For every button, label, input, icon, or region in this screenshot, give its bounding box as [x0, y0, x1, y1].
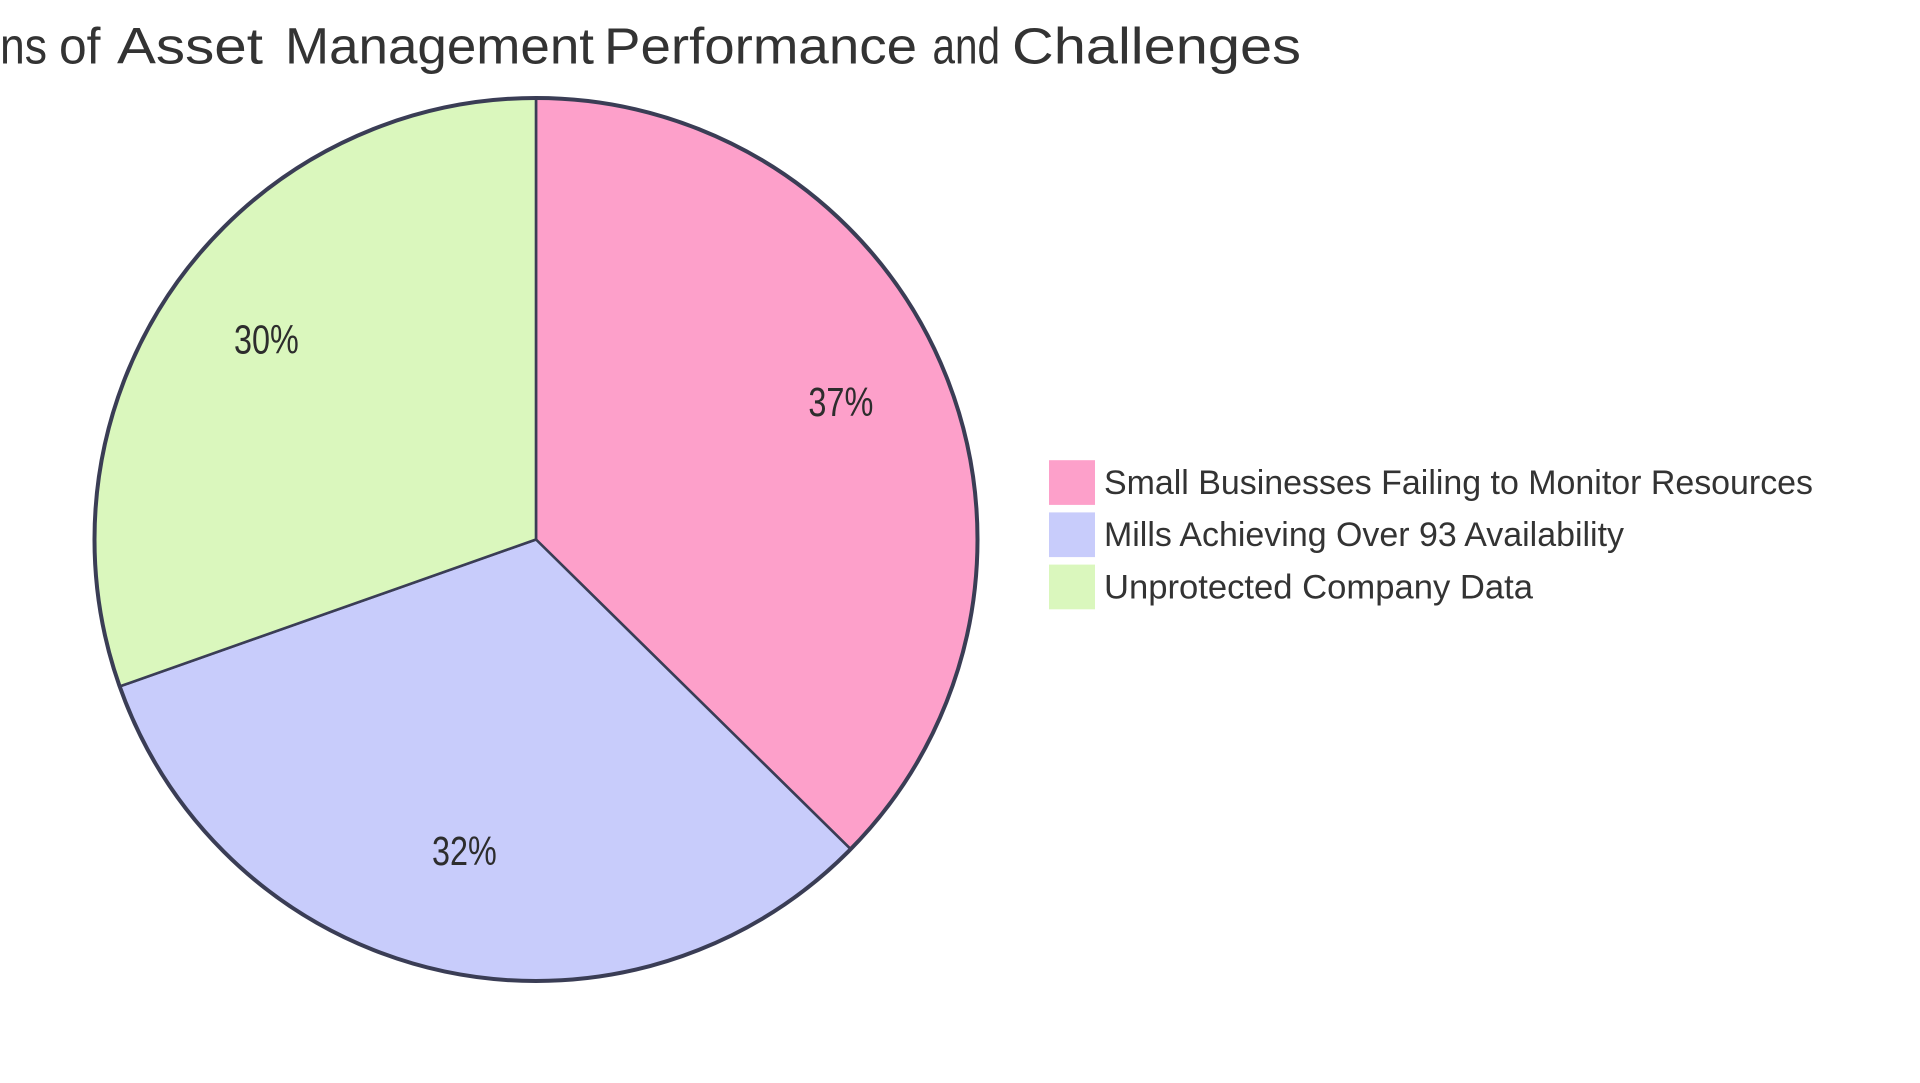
- svg-text:Asset: Asset: [117, 18, 263, 75]
- svg-text:Unprotected Company Data: Unprotected Company Data: [1104, 568, 1533, 606]
- svg-text:37%: 37%: [808, 379, 873, 425]
- svg-text:32%: 32%: [432, 828, 497, 874]
- svg-text:Mills Achieving Over 93 Availa: Mills Achieving Over 93 Availability: [1104, 516, 1624, 554]
- svg-text:30%: 30%: [234, 317, 299, 363]
- svg-text:Management: Management: [285, 18, 594, 75]
- svg-text:Challenges: Challenges: [1012, 18, 1301, 75]
- svg-text:ns: ns: [0, 18, 47, 75]
- svg-text:of: of: [59, 18, 101, 75]
- svg-text:Performance: Performance: [604, 18, 917, 75]
- svg-text:Small Businesses Failing to Mo: Small Businesses Failing to Monitor Reso…: [1104, 464, 1813, 502]
- svg-text:and: and: [933, 18, 1001, 75]
